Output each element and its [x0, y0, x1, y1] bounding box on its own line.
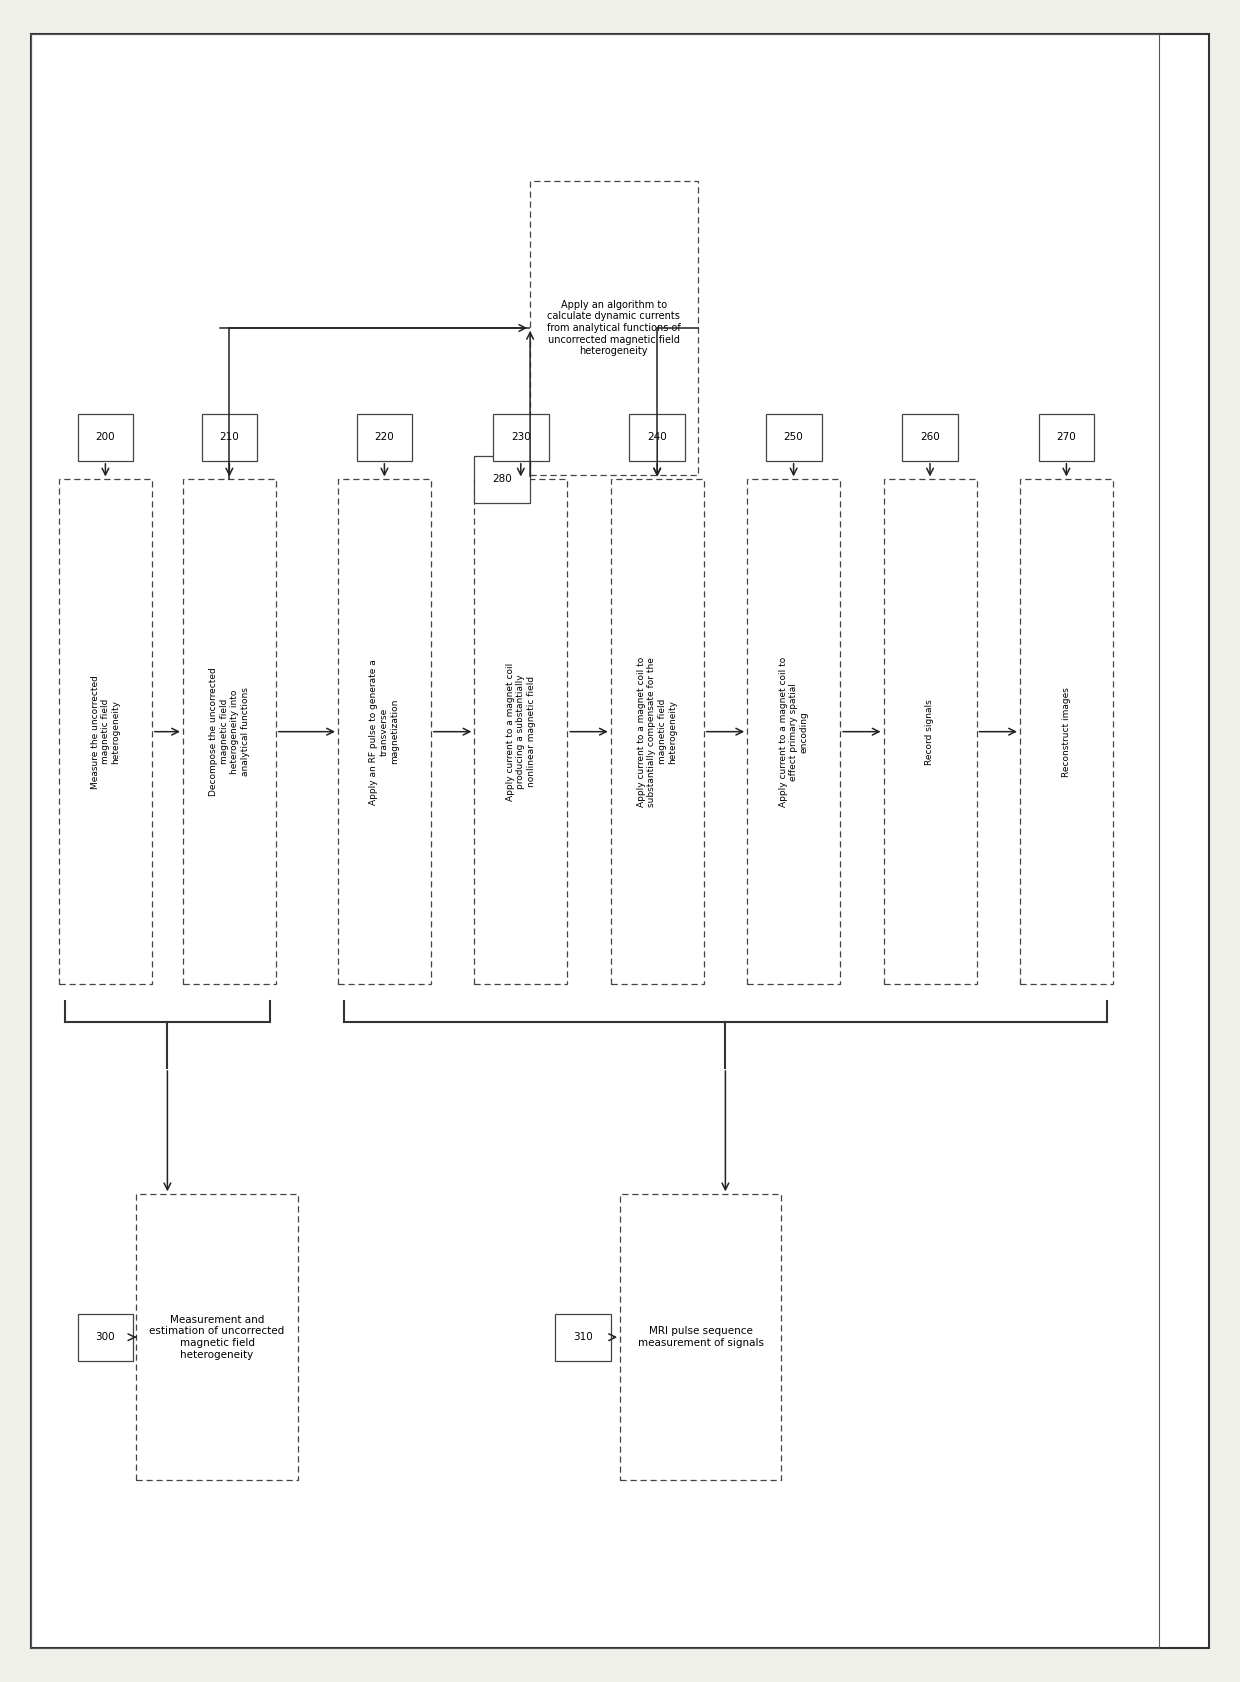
- Bar: [184, 479, 275, 984]
- Text: 300: 300: [95, 1332, 115, 1342]
- Bar: [556, 1314, 610, 1361]
- Bar: [1039, 414, 1094, 461]
- Text: Measure the uncorrected
magnetic field
heterogeneity: Measure the uncorrected magnetic field h…: [91, 674, 120, 789]
- Text: Apply current to a magnet coil to
substantially compensate for the
magnetic fiel: Apply current to a magnet coil to substa…: [637, 656, 677, 807]
- Bar: [492, 414, 548, 461]
- Bar: [1019, 479, 1112, 984]
- Text: MRI pulse sequence
measurement of signals: MRI pulse sequence measurement of signal…: [637, 1327, 764, 1347]
- Bar: [883, 479, 977, 984]
- Text: Apply current to a magnet coil to
effect primary spatial
encoding: Apply current to a magnet coil to effect…: [779, 656, 808, 807]
- Bar: [746, 479, 839, 984]
- Text: Apply an algorithm to
calculate dynamic currents
from analytical functions of
un: Apply an algorithm to calculate dynamic …: [547, 299, 681, 357]
- Bar: [357, 414, 412, 461]
- Bar: [903, 414, 959, 461]
- Bar: [60, 479, 151, 984]
- Text: 220: 220: [374, 432, 394, 442]
- Text: Apply current to a magnet coil
producing a substantially
nonlinear magnetic fiel: Apply current to a magnet coil producing…: [506, 663, 536, 801]
- Bar: [77, 1314, 134, 1361]
- Text: 270: 270: [1056, 432, 1076, 442]
- Bar: [474, 456, 531, 503]
- Bar: [766, 414, 822, 461]
- Bar: [611, 479, 704, 984]
- Bar: [201, 414, 258, 461]
- Text: Reconstruct images: Reconstruct images: [1061, 686, 1071, 777]
- Bar: [337, 479, 432, 984]
- Text: 210: 210: [219, 432, 239, 442]
- Text: Apply an RF pulse to generate a
transverse
magnetization: Apply an RF pulse to generate a transver…: [370, 659, 399, 804]
- Bar: [620, 1194, 781, 1480]
- Text: Measurement and
estimation of uncorrected
magnetic field
heterogeneity: Measurement and estimation of uncorrecte…: [149, 1315, 285, 1359]
- Text: 230: 230: [511, 432, 531, 442]
- Text: 200: 200: [95, 432, 115, 442]
- Text: 240: 240: [647, 432, 667, 442]
- Text: 250: 250: [784, 432, 804, 442]
- Bar: [77, 414, 134, 461]
- Text: Decompose the uncorrected
magnetic field
heterogeneity into
analytical functions: Decompose the uncorrected magnetic field…: [210, 668, 249, 796]
- Bar: [136, 1194, 298, 1480]
- Text: 280: 280: [492, 474, 512, 484]
- Bar: [474, 479, 568, 984]
- Text: 260: 260: [920, 432, 940, 442]
- Bar: [531, 180, 697, 476]
- Text: Record signals: Record signals: [925, 698, 935, 765]
- Text: 310: 310: [573, 1332, 593, 1342]
- Bar: [630, 414, 686, 461]
